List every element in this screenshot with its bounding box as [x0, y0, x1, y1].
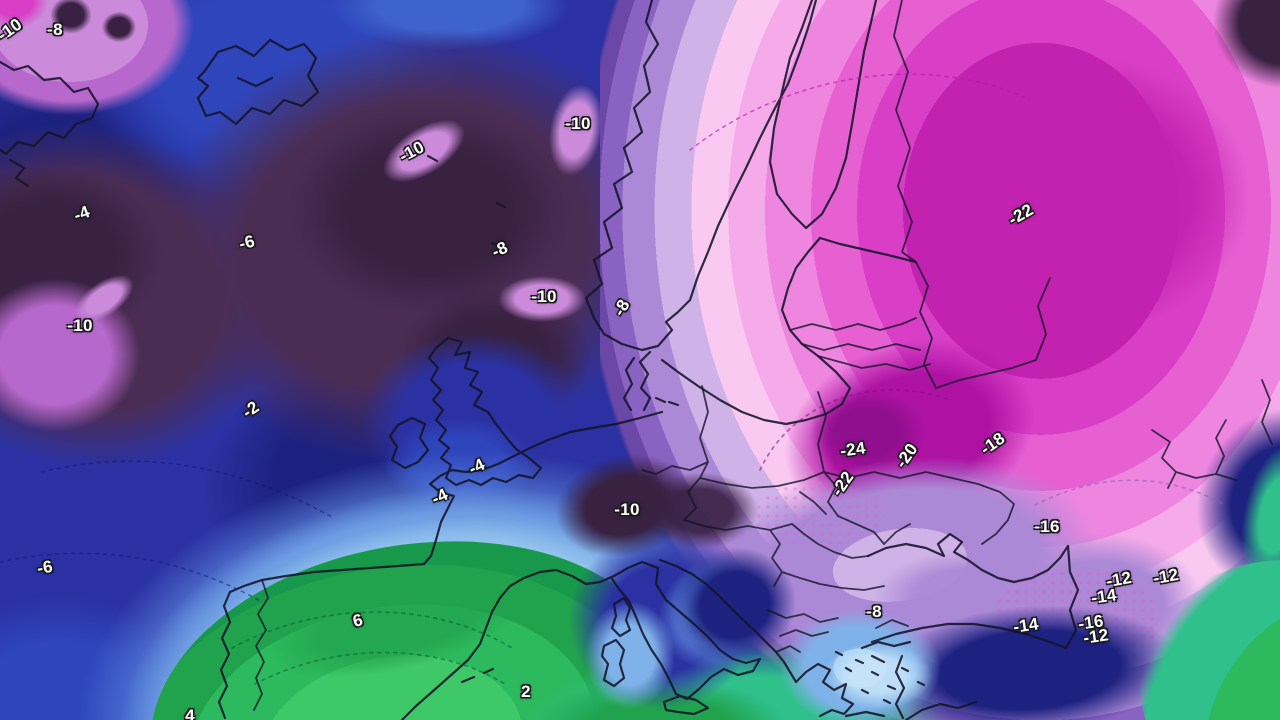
temp-label: -10	[396, 137, 428, 166]
temp-label: -4	[71, 201, 93, 226]
contour-dotted-lines	[0, 73, 1226, 685]
temp-label: -18	[976, 428, 1009, 459]
coastlines	[0, 0, 1080, 720]
temp-label: -12	[1151, 564, 1181, 589]
region-pink-speckles-carpathians	[755, 485, 885, 545]
country-borders	[253, 0, 1273, 711]
temp-label: -6	[35, 556, 55, 579]
temp-label: -4	[428, 484, 451, 509]
temp-label: -8	[47, 20, 63, 39]
temp-label: -24	[838, 438, 867, 461]
temp-label: -12	[1081, 625, 1110, 648]
temp-label: 2	[521, 682, 531, 701]
region-greenland-spot2	[100, 10, 138, 44]
temp-label: -6	[236, 231, 257, 254]
temp-label: 4	[185, 706, 195, 720]
temp-label: -10	[565, 114, 591, 133]
temp-label: -8	[866, 602, 882, 621]
region-magenta-russia	[880, 30, 1280, 360]
region-orchid-patch-northsea	[498, 276, 586, 322]
temp-label: -22	[1004, 199, 1037, 230]
temp-label: -4	[465, 454, 488, 479]
temp-label: -14	[1011, 614, 1040, 637]
temp-label: -8	[488, 237, 511, 262]
temp-label: -8	[609, 296, 634, 320]
temp-label: -2	[238, 397, 263, 422]
temp-label: -20	[891, 439, 922, 472]
temp-label: -16	[1034, 517, 1060, 536]
region-lightblue-corsica-sardinia	[580, 595, 680, 715]
temp-label: 6	[350, 610, 366, 631]
temp-label: -14	[1089, 585, 1118, 608]
region-greenland-spot	[48, 0, 94, 36]
temp-label: -10	[531, 287, 557, 306]
temp-label: -10	[0, 14, 26, 45]
temp-label: -22	[827, 467, 858, 500]
temp-label: -10	[614, 500, 640, 519]
temp-label: -10	[67, 316, 93, 335]
